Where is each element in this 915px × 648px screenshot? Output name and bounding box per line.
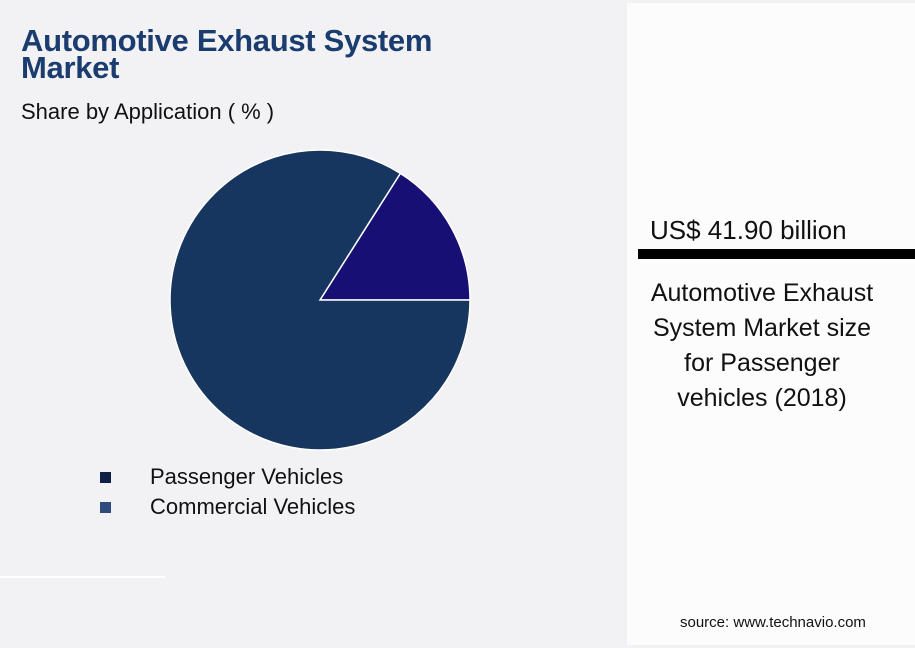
legend-item-commercial: Commercial Vehicles [100, 492, 355, 522]
highlight-panel [627, 3, 915, 645]
source-credit: source: www.technavio.com [680, 614, 866, 631]
legend-swatch-passenger [100, 471, 111, 483]
pie-slices [169, 149, 471, 451]
legend: Passenger Vehicles Commercial Vehicles [100, 462, 355, 522]
divider [0, 576, 165, 578]
chart-title: Automotive Exhaust System Market [21, 23, 433, 85]
legend-label: Commercial Vehicles [150, 494, 356, 519]
market-description: Automotive Exhaust System Market size fo… [650, 279, 874, 412]
legend-item-passenger: Passenger Vehicles [100, 462, 355, 492]
legend-label: Passenger Vehicles [150, 464, 344, 489]
market-value: US$ 41.90 billion [650, 215, 847, 245]
chart-subtitle: Share by Application ( % ) [21, 99, 275, 124]
value-underline [638, 249, 915, 259]
pie-slice-passenger-vehicles [169, 149, 471, 451]
legend-swatch-commercial [100, 501, 111, 513]
pie-slice-commercial-vehicles [318, 172, 471, 301]
